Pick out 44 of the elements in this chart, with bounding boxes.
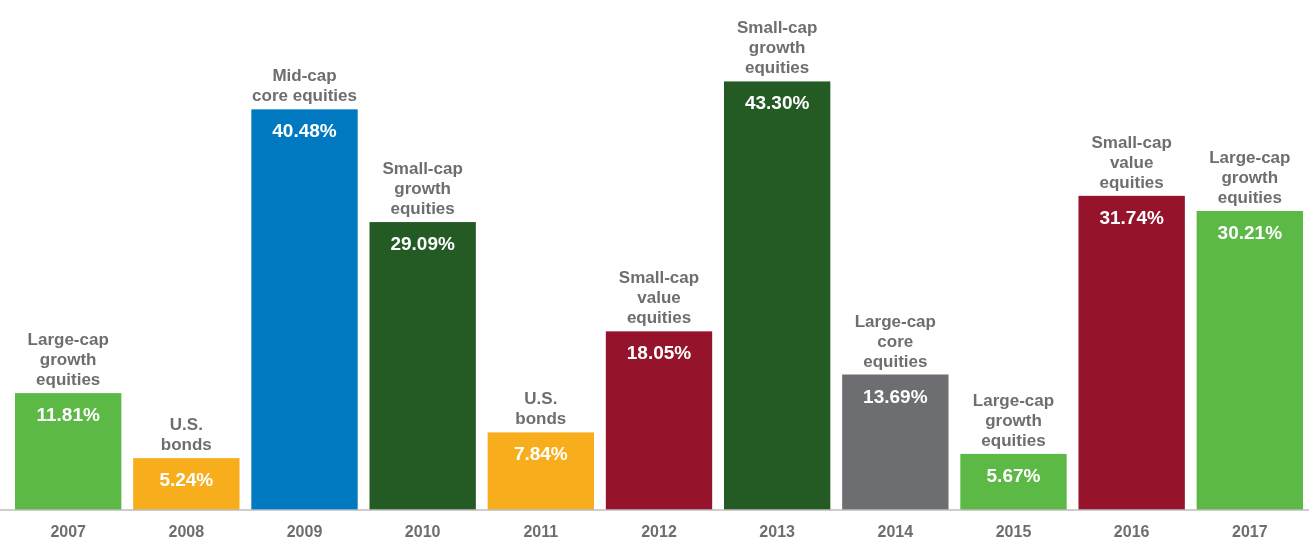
bar — [1078, 195, 1185, 510]
x-tick-label: 2011 — [523, 523, 559, 539]
annotation: U.S. bonds — [160, 415, 212, 455]
bar — [723, 81, 831, 510]
data-label: 40.48% — [272, 120, 337, 142]
annotation: Small-cap value equities — [1091, 132, 1172, 192]
data-label: 43.30% — [744, 92, 810, 114]
x-tick-label: 2016 — [1113, 523, 1150, 539]
x-tick-label: 2009 — [286, 523, 323, 539]
annotation: Small-cap value equities — [618, 268, 700, 328]
x-tick-label: 2008 — [168, 523, 205, 539]
bar — [133, 458, 240, 510]
data-label: 11.81% — [36, 404, 100, 426]
x-tick-label: 2010 — [404, 523, 441, 539]
bar — [369, 222, 476, 510]
data-label: 7.84% — [513, 443, 568, 465]
annotation: Small-cap growth equities — [382, 159, 463, 219]
annotation: Large-cap growth equities — [1209, 147, 1291, 207]
annotation: Large-cap growth equities — [27, 330, 109, 390]
annotation: Mid-cap core equities — [252, 66, 357, 106]
x-tick-label: 2013 — [759, 523, 796, 539]
x-tick-label: 2014 — [877, 523, 914, 539]
x-tick-label: 2007 — [50, 523, 87, 539]
data-label: 31.74% — [1099, 206, 1164, 228]
x-tick-label: 2017 — [1232, 523, 1268, 539]
data-label: 29.09% — [390, 233, 455, 255]
annotation: Large-cap core equities — [854, 311, 936, 371]
bar — [605, 331, 713, 510]
bar — [487, 432, 595, 510]
bar — [15, 393, 122, 510]
x-tick-label: 2012 — [641, 523, 677, 539]
data-label: 18.05% — [626, 342, 692, 364]
bar — [960, 453, 1067, 510]
annotation: U.S. bonds — [515, 389, 567, 429]
annotation: Small-cap growth equities — [737, 18, 818, 78]
data-label: 5.24% — [159, 469, 214, 491]
x-tick-label: 2015 — [995, 523, 1032, 539]
bar — [251, 109, 358, 510]
data-label: 5.67% — [986, 464, 1041, 486]
data-label: 13.69% — [863, 385, 928, 407]
data-label: 30.21% — [1217, 221, 1283, 243]
bar — [1196, 210, 1303, 510]
bar — [842, 374, 949, 510]
annotation: Large-cap growth equities — [972, 390, 1055, 450]
